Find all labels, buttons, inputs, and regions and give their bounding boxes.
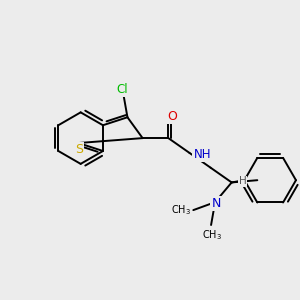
Text: Cl: Cl xyxy=(117,83,128,96)
Text: $\mathregular{CH_3}$: $\mathregular{CH_3}$ xyxy=(171,203,191,217)
Text: $\mathregular{CH_3}$: $\mathregular{CH_3}$ xyxy=(202,228,222,242)
Text: N: N xyxy=(212,197,221,210)
Text: S: S xyxy=(75,143,83,157)
Text: H: H xyxy=(238,176,246,186)
Text: O: O xyxy=(167,110,177,123)
Text: NH: NH xyxy=(194,148,211,161)
